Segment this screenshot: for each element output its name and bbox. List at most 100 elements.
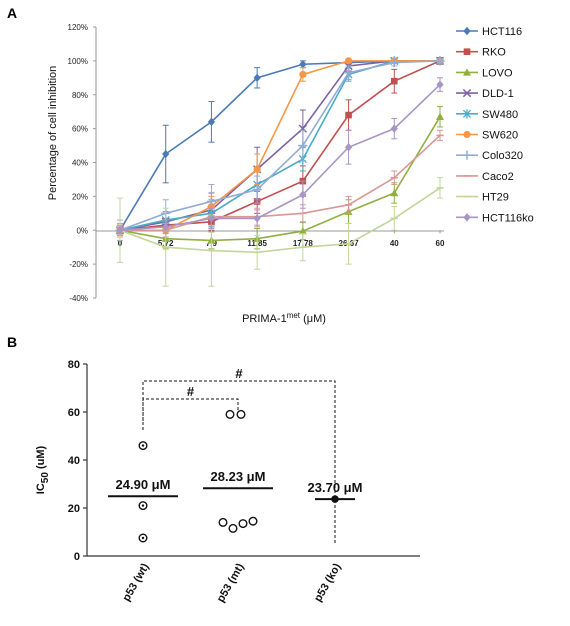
data-point — [298, 227, 307, 235]
series-line — [119, 60, 440, 232]
legend-label: Caco2 — [482, 171, 514, 183]
legend-label: RKO — [482, 47, 506, 59]
b-mean-label: 24.90 μM — [116, 477, 171, 492]
legend-item-caco2: Caco2 — [456, 171, 514, 183]
x-tick-label: 60 — [436, 239, 445, 248]
b-point — [236, 409, 246, 419]
legend-marker — [463, 48, 471, 55]
data-point — [344, 143, 353, 152]
b-category-label: p53 (mt) — [215, 561, 247, 604]
data-point — [299, 70, 307, 79]
legend-item-sw620: SW620 — [456, 130, 518, 142]
series-line — [119, 60, 440, 232]
legend-item-dld-1: DLD-1 — [456, 88, 514, 100]
data-point — [298, 124, 307, 133]
series-colo320 — [115, 56, 445, 241]
b-y-tick-label: 0 — [74, 551, 80, 563]
legend-marker — [463, 26, 471, 36]
legend-item-colo320: Colo320 — [456, 150, 523, 162]
series-line — [119, 116, 441, 242]
legend-label: SW620 — [482, 130, 518, 142]
b-y-axis-label: IC50 (uM) — [35, 445, 51, 494]
data-point — [207, 117, 216, 127]
legend-item-rko: RKO — [456, 47, 506, 59]
b-point — [248, 516, 258, 526]
y-tick-label: 20% — [72, 192, 88, 201]
data-point — [390, 188, 399, 197]
legend-label: LOVO — [482, 67, 513, 79]
data-point — [116, 226, 124, 235]
legend-label: DLD-1 — [482, 88, 514, 100]
bracket-1: # — [142, 366, 336, 544]
b-point-center — [141, 444, 145, 447]
b-y-tick-label: 20 — [68, 503, 80, 515]
b-point-center — [141, 536, 145, 540]
b-category-labels: p53 (wt) p53 (mt) p53 (ko) — [120, 561, 343, 604]
legend-label: HCT116ko — [482, 212, 534, 224]
b-point — [218, 517, 228, 527]
series-line — [119, 60, 441, 232]
y-axis-label: Percentage of cell inhibition — [47, 66, 59, 201]
x-axis-label-sup: met — [287, 311, 301, 320]
series-line — [120, 60, 440, 232]
b-point — [238, 519, 248, 529]
series-line — [119, 60, 441, 232]
significance-brackets: ## — [142, 366, 336, 544]
data-point — [299, 190, 307, 199]
b-point — [225, 409, 235, 419]
b-point — [228, 523, 238, 533]
legend-item-hct116ko: HCT116ko — [456, 212, 534, 224]
y-tick-label: -20% — [69, 260, 88, 269]
data-point — [162, 149, 170, 159]
bracket-label: # — [187, 384, 195, 399]
b-category-label: p53 (ko) — [312, 561, 344, 604]
data-point — [390, 124, 398, 133]
series-line — [119, 84, 441, 232]
line-chart: 120%100%80%60%40%20%0%-20%-40% 05.727.91… — [47, 23, 534, 325]
series-line — [120, 134, 441, 232]
data-point — [253, 214, 261, 223]
y-tick-labels: 120% 100% 80% 60% 40% 20% 0% -20% -40% — [68, 23, 96, 303]
series-lines — [115, 56, 445, 287]
legend-marker — [462, 88, 472, 98]
legend-item-sw480: SW480 — [456, 109, 518, 121]
b-point-center — [141, 504, 145, 507]
group-0: 24.90 μM — [108, 441, 178, 543]
data-point — [436, 112, 444, 120]
legend: HCT116 RKO LOVO DLD-1 SW480 SW620 Colo320 Caco2… — [456, 26, 534, 224]
x-tick-label: 40 — [390, 239, 399, 248]
bracket-line — [142, 380, 336, 544]
b-y-tick-labels: 80 60 40 20 0 — [68, 359, 87, 563]
y-tick-label: 120% — [68, 23, 88, 32]
legend-label: SW480 — [482, 109, 518, 121]
bracket-label: # — [235, 366, 243, 381]
legend-item-ht29: HT29 — [456, 192, 509, 204]
series-line — [119, 60, 440, 231]
bracket-line — [142, 398, 239, 421]
b-y-tick-label: 60 — [68, 407, 80, 419]
group-1: 28.23 μM — [203, 409, 273, 533]
bracket-0: # — [142, 384, 239, 421]
legend-label: Colo320 — [482, 150, 523, 162]
data-point — [162, 222, 170, 232]
x-axis-label: PRIMA-1met (μM) — [242, 311, 326, 325]
x-axis-label-unit: (μM) — [300, 313, 326, 325]
legend-item-lovo: LOVO — [456, 67, 513, 79]
y-tick-label: 80% — [72, 91, 88, 100]
x-axis-label-main: PRIMA-1 — [242, 313, 287, 325]
data-point — [436, 80, 444, 89]
b-y-tick-label: 40 — [68, 455, 80, 467]
y-tick-label: 0% — [76, 226, 88, 235]
b-y-axis-label-unit: (uM) — [35, 445, 47, 472]
legend-item-hct116: HCT116 — [456, 26, 522, 38]
y-tick-label: -40% — [69, 294, 88, 303]
b-y-axis-label-main: IC — [35, 483, 47, 494]
b-y-axis-label-sub: 50 — [40, 472, 51, 484]
data-point — [390, 77, 398, 85]
series-hct116ko — [116, 77, 444, 235]
data-point — [345, 111, 352, 119]
